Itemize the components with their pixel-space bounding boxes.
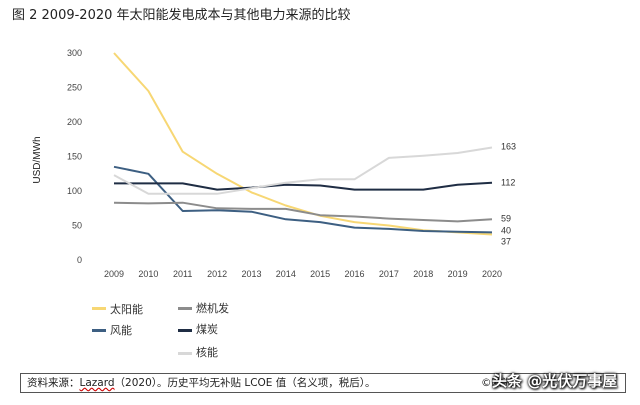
y-tick-label: 200 (67, 117, 82, 127)
x-tick-label: 2019 (448, 269, 468, 279)
source-lazard: Lazard (79, 377, 115, 389)
source-suffix: （2020）。历史平均无补贴 LCOE 值（名义项，税后）。 (114, 377, 376, 389)
source-prefix: 资料来源： (27, 377, 80, 389)
y-tick-label: 0 (77, 255, 82, 265)
series-line-3 (114, 181, 493, 191)
figure-title: 图 2 2009-2020 年太阳能发电成本与其他电力来源的比较 (12, 8, 351, 23)
legend-label-1: 风能 (110, 324, 132, 337)
y-axis-label: USD/MWh (32, 136, 43, 183)
x-tick-label: 2017 (379, 269, 399, 279)
y-tick-label: 100 (67, 186, 82, 196)
end-label-0: 37 (501, 236, 511, 246)
y-tick-label: 250 (67, 83, 82, 93)
x-tick-label: 2010 (138, 269, 158, 279)
x-tick-label: 2013 (241, 269, 261, 279)
end-label-1: 40 (501, 225, 511, 235)
x-tick-label: 2018 (413, 269, 433, 279)
end-label-4: 163 (501, 142, 516, 152)
y-tick-label: 150 (67, 152, 82, 162)
y-tick-labels: 0 50 100 150 200 250 300 (67, 48, 82, 265)
x-tick-label: 2009 (104, 269, 124, 279)
series-line-2 (113, 201, 493, 223)
series-line-0 (113, 52, 493, 236)
x-tick-label: 2012 (207, 269, 227, 279)
series-line-4 (113, 146, 493, 195)
legend-swatch-2 (178, 307, 192, 310)
legend-label-0: 太阳能 (110, 303, 143, 316)
end-label-3: 112 (501, 178, 515, 188)
x-tick-label: 2015 (310, 269, 330, 279)
watermark: 头条 @光伏万事屋 (492, 372, 618, 390)
legend-label-3: 煤炭 (196, 323, 218, 336)
legend-swatch-0 (92, 307, 106, 310)
x-tick-label: 2016 (345, 269, 365, 279)
legend-swatch-4 (178, 352, 192, 355)
x-tick-label: 2014 (276, 269, 296, 279)
y-tick-label: 300 (67, 48, 82, 58)
series-line-1 (113, 165, 493, 234)
source-note: 资料来源：Lazard（2020）。历史平均无补贴 LCOE 值（名义项，税后）… (20, 373, 626, 393)
x-tick-label: 2020 (482, 269, 502, 279)
series-lines (113, 52, 493, 236)
legend-label-2: 燃机发电 (196, 302, 229, 314)
y-tick-label: 50 (72, 221, 82, 231)
legend-label-4: 核能 (196, 346, 218, 359)
legend-swatch-3 (178, 329, 192, 332)
end-label-2: 59 (501, 213, 511, 223)
x-tick-label: 2011 (173, 269, 192, 279)
legend-swatch-1 (92, 329, 106, 332)
source-text: 资料来源：Lazard（2020）。历史平均无补贴 LCOE 值（名义项，税后）… (27, 377, 376, 389)
x-tick-labels: 2009 2010 2011 2012 2013 2014 2015 2016 2017 2018… (104, 269, 502, 279)
copyright: ©欧洲 (481, 377, 513, 389)
